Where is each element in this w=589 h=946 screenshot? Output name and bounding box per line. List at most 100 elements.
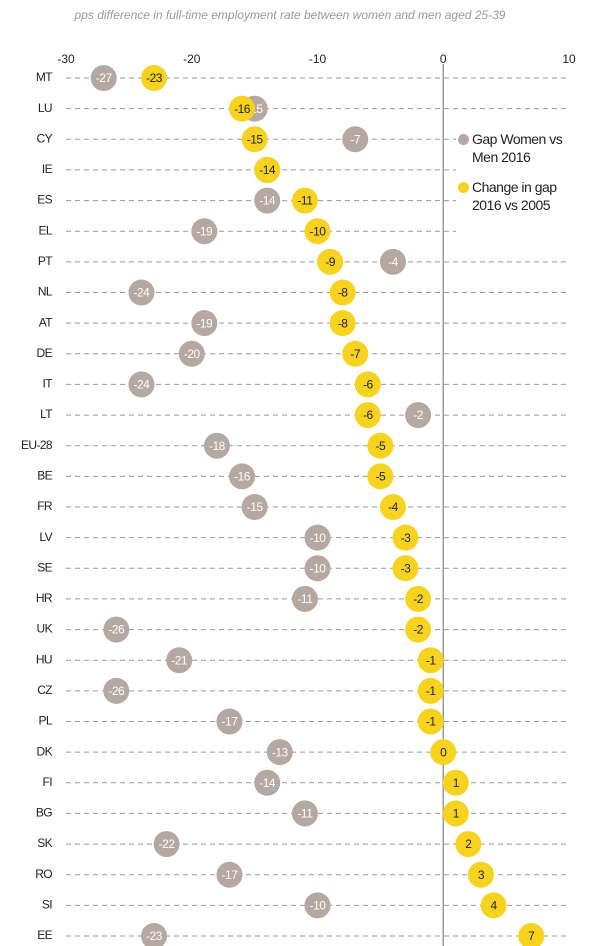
dot — [379, 248, 406, 275]
data-label: -14 — [259, 194, 276, 208]
data-label: -2 — [413, 592, 423, 606]
y-tick-label: EE — [37, 928, 52, 942]
y-tick-label: MT — [36, 70, 53, 84]
data-label: -20 — [184, 347, 201, 361]
dot — [241, 494, 268, 520]
dot — [367, 432, 394, 459]
dot — [430, 739, 457, 766]
y-tick-label: LV — [39, 530, 52, 544]
y-tick-label: RO — [35, 867, 52, 881]
data-label: -22 — [159, 837, 176, 851]
dot — [291, 800, 318, 827]
dot — [304, 218, 331, 245]
dot — [317, 248, 344, 275]
dot — [442, 769, 469, 796]
dot — [229, 95, 256, 122]
x-tick-label: -30 — [57, 52, 75, 66]
data-label: -26 — [108, 623, 125, 637]
dot — [103, 677, 130, 704]
y-tick-label: DE — [37, 346, 53, 360]
legend: Gap Women vs Men 2016 Change in gap 2016 … — [456, 128, 586, 232]
y-tick-label: PL — [39, 714, 53, 728]
y-tick-label: PT — [38, 254, 53, 268]
dot — [128, 279, 155, 306]
dot — [342, 126, 369, 153]
y-tick-label: DK — [37, 744, 53, 758]
y-tick-label: BE — [37, 469, 52, 483]
dot — [291, 585, 318, 612]
data-label: -9 — [325, 255, 335, 269]
dot — [354, 402, 381, 429]
data-label: -19 — [196, 224, 213, 238]
y-tick-label: IT — [43, 377, 54, 391]
dot — [392, 524, 419, 551]
data-label: -18 — [209, 439, 226, 453]
data-label: -11 — [297, 807, 313, 821]
data-label: -15 — [247, 132, 264, 146]
dot — [405, 585, 432, 612]
data-label: -5 — [376, 470, 386, 484]
dot — [379, 494, 406, 520]
dot — [304, 892, 331, 919]
dot — [178, 340, 205, 367]
dot — [304, 555, 331, 582]
chart-title: pps difference in full-time employment r… — [74, 8, 506, 22]
data-label: -1 — [426, 684, 436, 698]
data-label: -13 — [272, 745, 289, 759]
dot — [480, 892, 507, 919]
dot — [518, 923, 545, 946]
dot — [128, 371, 155, 398]
data-label: -4 — [388, 500, 398, 514]
data-label: -24 — [134, 286, 151, 300]
data-label: -1 — [426, 715, 436, 729]
data-label: -2 — [413, 408, 423, 422]
y-tick-label: SI — [42, 898, 52, 912]
data-label: -23 — [146, 929, 163, 943]
dot — [103, 616, 130, 643]
data-label: -16 — [234, 470, 251, 484]
dot — [329, 279, 356, 306]
y-tick-label: EL — [39, 223, 53, 237]
data-label: -15 — [247, 500, 264, 514]
x-tick-label: 0 — [440, 52, 447, 66]
legend-item: Change in gap 2016 vs 2005 — [458, 178, 586, 214]
y-tick-label: BG — [36, 806, 52, 820]
dot — [141, 65, 168, 91]
dot — [342, 340, 369, 367]
dot — [229, 463, 256, 490]
dot — [203, 432, 230, 459]
dot — [141, 923, 168, 946]
data-label: -17 — [222, 868, 239, 882]
data-label: -3 — [401, 561, 411, 575]
data-label: -7 — [350, 347, 360, 361]
y-tick-label: CY — [37, 131, 53, 145]
data-label: -10 — [310, 899, 327, 913]
legend-swatch — [458, 134, 469, 145]
y-tick-label: NL — [38, 285, 53, 299]
dot — [442, 800, 469, 827]
legend-swatch — [458, 182, 469, 193]
data-label: 2 — [465, 837, 472, 851]
dot — [266, 739, 293, 766]
x-tick-label: 10 — [562, 52, 576, 66]
data-label: -6 — [363, 378, 373, 392]
data-label: -21 — [171, 653, 188, 667]
dot — [405, 616, 432, 643]
y-tick-label: LU — [38, 101, 52, 115]
data-label: -16 — [234, 102, 251, 116]
y-tick-label: AT — [39, 315, 54, 329]
dot — [216, 861, 243, 888]
legend-label: Gap Women vs Men 2016 — [472, 131, 563, 165]
data-label: -14 — [259, 776, 276, 790]
data-label: 4 — [490, 899, 497, 913]
data-label: -10 — [310, 224, 327, 238]
y-tick-label: LT — [40, 407, 53, 421]
y-tick-label: FI — [43, 775, 53, 789]
y-tick-label: IE — [42, 162, 53, 176]
data-label: -24 — [134, 378, 151, 392]
data-label: 1 — [453, 776, 460, 790]
dot — [291, 187, 318, 214]
x-tick-label: -10 — [309, 52, 327, 66]
legend-item: Gap Women vs Men 2016 — [458, 130, 586, 166]
